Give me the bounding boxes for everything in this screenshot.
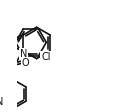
Text: O: O <box>21 58 29 68</box>
Text: Cl: Cl <box>41 52 51 62</box>
Text: N: N <box>0 97 4 107</box>
Text: N: N <box>20 49 27 59</box>
